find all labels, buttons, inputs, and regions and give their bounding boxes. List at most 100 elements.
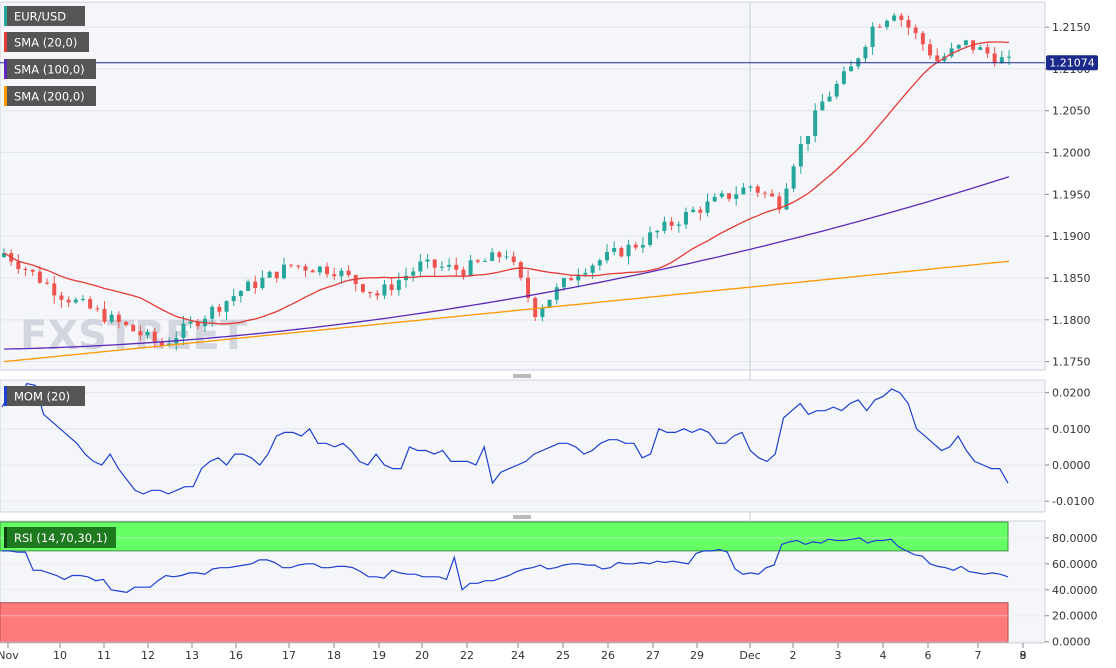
- candle: [655, 229, 660, 239]
- candle: [37, 266, 42, 284]
- main-y-tick-label: 1.1800: [1052, 314, 1091, 327]
- candle: [317, 265, 322, 276]
- candle: [640, 237, 645, 253]
- candle: [346, 265, 351, 278]
- candle: [152, 327, 157, 349]
- candle: [389, 276, 394, 296]
- candle: [691, 206, 696, 213]
- candle: [978, 44, 983, 51]
- main-y-tick-label: 1.1950: [1052, 188, 1091, 201]
- candle: [475, 258, 480, 264]
- x-tick-label: 17: [282, 649, 296, 662]
- candle: [755, 184, 760, 198]
- momentum-y-tick-label: -0.0100: [1052, 495, 1094, 508]
- momentum-y-tick-label: 0.0100: [1052, 423, 1091, 436]
- candle: [375, 290, 380, 301]
- candle: [260, 270, 265, 290]
- candle: [482, 258, 487, 262]
- candle: [928, 39, 933, 60]
- main-y-tick-label: 1.1750: [1052, 356, 1091, 369]
- candle: [985, 43, 990, 59]
- legend-rsi-text: RSI (14,70,30,1): [14, 531, 108, 545]
- candle: [719, 190, 724, 199]
- candle: [734, 186, 739, 206]
- candle: [698, 206, 703, 221]
- main-y-tick-label: 1.2150: [1052, 21, 1091, 34]
- momentum-panel: [0, 379, 1046, 513]
- candle: [274, 271, 279, 283]
- legend-sma200[interactable]: SMA (200,0): [4, 86, 96, 106]
- rsi-grid: [0, 537, 1045, 643]
- candle: [332, 267, 337, 280]
- candle: [633, 241, 638, 251]
- candle: [791, 163, 796, 193]
- candle: [145, 328, 150, 339]
- x-tick-label: 25: [556, 649, 570, 662]
- candle: [834, 80, 839, 100]
- candle: [382, 279, 387, 300]
- x-tick-label: 3: [835, 649, 842, 662]
- candle: [411, 267, 416, 282]
- rsi-y-tick-label: 60.0000: [1052, 558, 1098, 571]
- legend-sma20[interactable]: SMA (20,0): [4, 32, 89, 52]
- x-tick-label: 6: [925, 649, 932, 662]
- rsi-y-tick-label: 20.0000: [1052, 610, 1098, 623]
- watermark: FXSTREET: [20, 313, 248, 359]
- candle: [992, 46, 997, 67]
- main-y-axis: 1.21501.21001.20501.20001.19501.19001.18…: [1045, 21, 1091, 369]
- candle: [439, 261, 444, 271]
- x-tick-label: 13: [185, 649, 199, 662]
- main-y-tick-label: 1.1900: [1052, 230, 1091, 243]
- panel-resize-handle-2[interactable]: [513, 515, 531, 519]
- candle: [490, 248, 495, 262]
- candle: [95, 305, 100, 312]
- candle: [798, 135, 803, 174]
- candle: [238, 289, 243, 303]
- x-tick-label: 24: [511, 649, 525, 662]
- legend-pair-label[interactable]: EUR/USD: [4, 6, 85, 26]
- candle: [899, 12, 904, 27]
- sma-line-1: [3, 176, 1010, 350]
- legend-momentum[interactable]: MOM (20): [4, 386, 85, 406]
- momentum-line: [1, 382, 1009, 495]
- candle: [906, 15, 911, 36]
- candle: [52, 275, 57, 304]
- x-tick-label: 18: [327, 649, 341, 662]
- legend-sma100-text: SMA (100,0): [14, 63, 85, 77]
- candle: [892, 12, 897, 22]
- momentum-grid: [0, 392, 1045, 502]
- main-y-tick-label: 1.2050: [1052, 105, 1091, 118]
- candle: [88, 296, 93, 310]
- candle: [425, 254, 430, 269]
- rsi-y-tick-label: 40.0000: [1052, 584, 1098, 597]
- candle: [669, 216, 674, 231]
- main-y-tick-label: 1.1850: [1052, 272, 1091, 285]
- x-tick-label: 20: [415, 649, 429, 662]
- candle: [310, 269, 315, 273]
- x-tick-label: 2: [790, 649, 797, 662]
- candle: [741, 183, 746, 195]
- x-tick-label: 22: [460, 649, 474, 662]
- candle: [806, 136, 810, 152]
- candle: [626, 239, 631, 265]
- x-tick-label: 16: [229, 649, 243, 662]
- candle: [770, 189, 775, 198]
- rsi-y-tick-label: 80.0000: [1052, 532, 1098, 545]
- candle: [511, 251, 516, 266]
- legend-sma100[interactable]: SMA (100,0): [4, 59, 96, 79]
- candle: [396, 272, 401, 296]
- legend-rsi[interactable]: RSI (14,70,30,1): [4, 527, 116, 548]
- rsi-line: [2, 537, 1009, 594]
- candle: [813, 103, 818, 143]
- candle: [418, 253, 423, 277]
- candle: [597, 258, 602, 271]
- candle: [712, 193, 717, 203]
- x-tick-label: 29: [690, 649, 704, 662]
- candle: [777, 192, 782, 214]
- candle: [454, 257, 459, 276]
- candle: [281, 257, 286, 280]
- panel-resize-handle-1[interactable]: [513, 374, 531, 378]
- candle: [66, 296, 71, 308]
- candle: [16, 254, 21, 274]
- candle: [195, 318, 200, 330]
